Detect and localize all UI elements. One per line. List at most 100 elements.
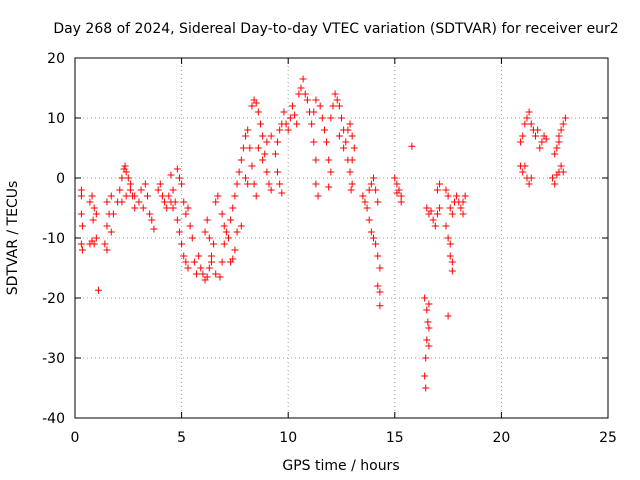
data-point — [446, 252, 454, 260]
data-point — [331, 90, 339, 98]
data-point — [523, 114, 531, 122]
data-point — [173, 165, 181, 173]
data-point — [77, 210, 85, 218]
data-point — [517, 138, 525, 146]
data-point — [186, 222, 194, 230]
data-point — [448, 258, 456, 266]
data-point — [423, 336, 431, 344]
data-point — [325, 156, 333, 164]
data-point — [461, 192, 469, 200]
data-point — [376, 264, 384, 272]
data-point — [77, 192, 85, 200]
data-point — [212, 198, 220, 206]
data-point — [94, 286, 102, 294]
data-point — [239, 144, 247, 152]
y-tick-label: -30 — [42, 351, 65, 367]
data-point — [103, 246, 111, 254]
data-point — [555, 132, 563, 140]
data-point — [442, 186, 450, 194]
data-point — [103, 198, 111, 206]
y-tick-label: -40 — [42, 411, 65, 427]
data-point — [423, 204, 431, 212]
data-point — [169, 204, 177, 212]
data-point — [178, 240, 186, 248]
data-point — [559, 168, 567, 176]
data-point — [527, 120, 535, 128]
data-point — [175, 174, 183, 182]
chart-title: Day 268 of 2024, Sidereal Day-to-day VTE… — [53, 21, 618, 37]
data-point — [261, 150, 269, 158]
data-point — [103, 222, 111, 230]
data-point — [303, 96, 311, 104]
data-point — [78, 222, 86, 230]
data-point — [156, 180, 164, 188]
data-point — [444, 234, 452, 242]
data-point — [367, 180, 375, 188]
data-point — [78, 246, 86, 254]
data-point — [433, 186, 441, 194]
data-point — [139, 204, 147, 212]
data-point — [274, 168, 282, 176]
data-point — [367, 228, 375, 236]
data-point — [218, 258, 226, 266]
data-point — [310, 108, 318, 116]
data-point — [429, 216, 437, 224]
data-point — [131, 204, 139, 212]
data-point — [218, 210, 226, 218]
data-point — [137, 186, 145, 194]
data-point — [90, 204, 98, 212]
data-point — [318, 114, 326, 122]
data-point — [282, 120, 290, 128]
data-point — [199, 270, 207, 278]
data-point — [173, 216, 181, 224]
data-point — [242, 174, 250, 182]
data-point — [227, 216, 235, 224]
data-point — [397, 192, 405, 200]
data-point — [346, 168, 354, 176]
data-point — [408, 142, 416, 150]
data-point — [165, 192, 173, 200]
data-point — [551, 180, 559, 188]
data-point — [231, 246, 239, 254]
data-point — [244, 126, 252, 134]
data-point — [365, 216, 373, 224]
x-tick-label: 0 — [71, 430, 80, 446]
data-point — [422, 384, 430, 392]
data-point — [214, 192, 222, 200]
data-point — [225, 234, 233, 242]
data-point — [521, 120, 529, 128]
data-point — [161, 198, 169, 206]
data-point — [148, 216, 156, 224]
data-point — [457, 204, 465, 212]
data-point — [116, 186, 124, 194]
data-point — [252, 192, 260, 200]
data-point — [288, 102, 296, 110]
data-point — [538, 138, 546, 146]
data-point — [256, 120, 264, 128]
data-point — [320, 126, 328, 134]
data-point — [77, 240, 85, 248]
data-point — [92, 234, 100, 242]
data-point — [107, 228, 115, 236]
data-point — [335, 132, 343, 140]
data-point — [167, 171, 175, 179]
data-point — [77, 186, 85, 194]
data-point — [299, 75, 307, 83]
data-point — [135, 198, 143, 206]
data-point — [557, 162, 565, 170]
data-point — [141, 180, 149, 188]
data-point — [361, 198, 369, 206]
data-point — [459, 198, 467, 206]
data-point — [92, 210, 100, 218]
data-point — [444, 312, 452, 320]
data-point — [350, 144, 358, 152]
data-point — [542, 135, 550, 143]
data-point — [553, 144, 561, 152]
data-point — [195, 252, 203, 260]
data-point — [190, 258, 198, 266]
data-point — [169, 186, 177, 194]
data-point — [235, 168, 243, 176]
data-point — [126, 180, 134, 188]
data-point — [425, 342, 433, 350]
